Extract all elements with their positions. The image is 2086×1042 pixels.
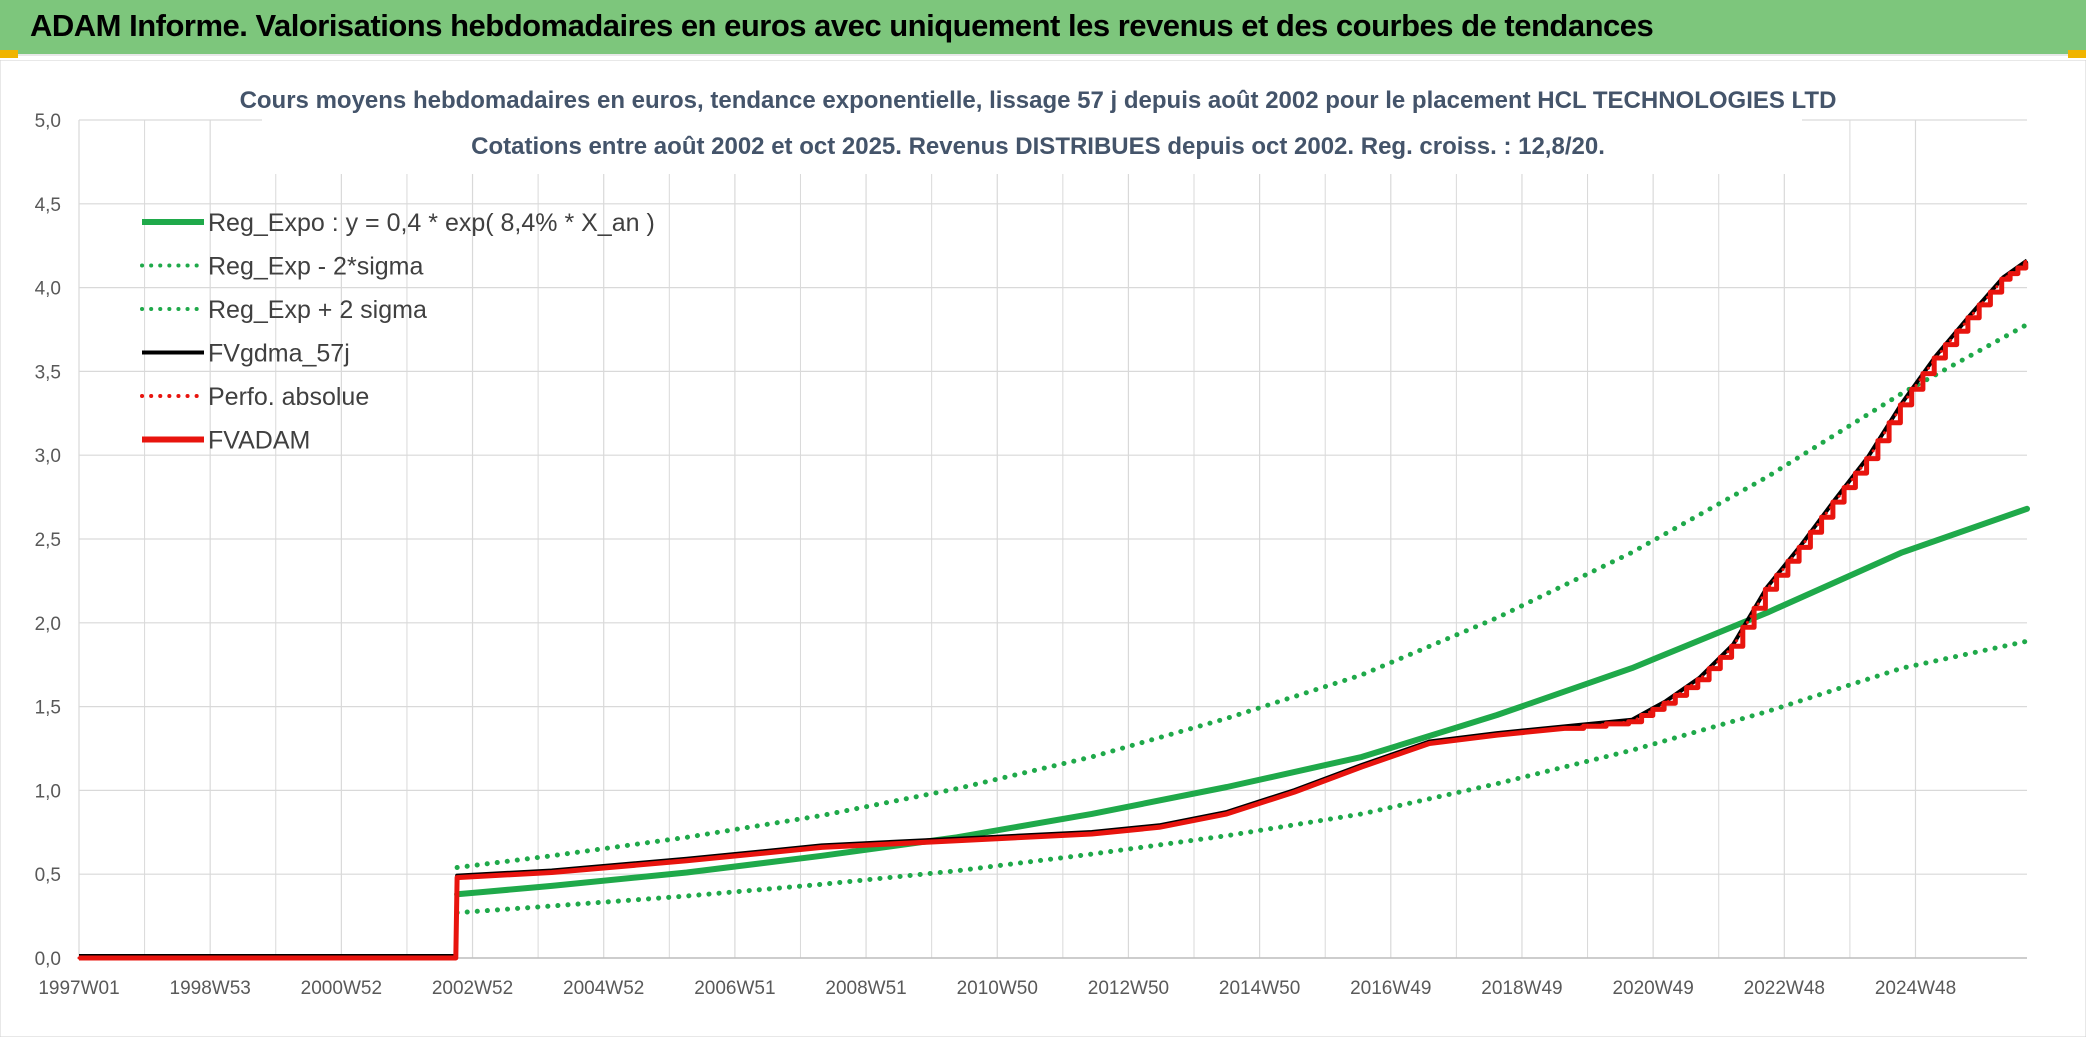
series-line-6: [79, 260, 2029, 961]
legend-label: FVgdma_57j: [208, 340, 350, 368]
legend-label: FVADAM: [208, 427, 310, 455]
line-chart: 0,0 0,5 1,0 1,5 2,0 2,5 3,0 3,5 4,0 4,5 5,0 1997W01…: [0, 59, 2086, 1038]
chart-title: Cours moyens hebdomadaires en euros, ten…: [240, 70, 1837, 174]
series-lines: [77, 258, 2030, 961]
corner-accent-right: [2068, 50, 2086, 58]
series-line-1: [454, 505, 2030, 898]
chart-area: 0,0 0,5 1,0 1,5 2,0 2,5 3,0 3,5 4,0 4,5 5,0 1997W01…: [0, 59, 2086, 1038]
x-tick-label: 1997W01: [38, 978, 119, 999]
legend-label: Reg_Exp - 2*sigma: [208, 253, 423, 281]
x-tick-label: 2022W48: [1744, 978, 1825, 999]
y-tick-label: 5,0: [35, 111, 61, 132]
x-tick-label: 2004W52: [563, 978, 644, 999]
legend-label: Reg_Expo : y = 0,4 * exp( 8,4% * X_an ): [208, 209, 655, 237]
y-tick-label: 4,0: [35, 279, 61, 300]
title-backdrop: [262, 70, 1802, 174]
chart-background: [0, 59, 2086, 1038]
x-tick-label: 2006W51: [694, 978, 775, 999]
x-tick-label: 2018W49: [1481, 978, 1562, 999]
y-tick-label: 4,5: [35, 195, 61, 216]
series-line-2: [454, 638, 2030, 916]
y-tick-label: 1,0: [35, 781, 61, 802]
y-tick-label: 2,5: [35, 530, 61, 551]
x-tick-label: 2000W52: [301, 978, 382, 999]
x-tick-label: 2016W49: [1350, 978, 1431, 999]
y-tick-label: 0,5: [35, 865, 61, 886]
y-tick-label: 1,5: [35, 698, 61, 719]
x-tick-label: 2002W52: [432, 978, 513, 999]
x-tick-label: 2024W48: [1875, 978, 1956, 999]
corner-accent-left: [0, 50, 18, 58]
chart-title-line2: Cotations entre août 2002 et oct 2025. R…: [471, 133, 1605, 160]
y-tick-label: 3,5: [35, 362, 61, 383]
y-tick-label: 3,0: [35, 446, 61, 467]
x-tick-label: 2020W49: [1612, 978, 1693, 999]
chart-title-line1: Cours moyens hebdomadaires en euros, ten…: [240, 87, 1837, 114]
legend-label: Perfo. absolue: [208, 383, 369, 411]
report-title: ADAM Informe. Valorisations hebdomadaire…: [30, 8, 1654, 43]
legend-label: Reg_Exp + 2 sigma: [208, 296, 427, 324]
y-tick-label: 2,0: [35, 614, 61, 635]
y-tick-label: 0,0: [35, 949, 61, 970]
x-tick-label: 1998W53: [170, 978, 251, 999]
x-tick-label: 2012W50: [1088, 978, 1169, 999]
report-banner: ADAM Informe. Valorisations hebdomadaire…: [0, 0, 2086, 56]
x-tick-label: 2008W51: [825, 978, 906, 999]
x-tick-label: 2010W50: [957, 978, 1038, 999]
series-line-3: [454, 322, 2030, 870]
x-tick-label: 2014W50: [1219, 978, 1300, 999]
legend: Reg_Expo : y = 0,4 * exp( 8,4% * X_an ) R…: [140, 209, 655, 455]
